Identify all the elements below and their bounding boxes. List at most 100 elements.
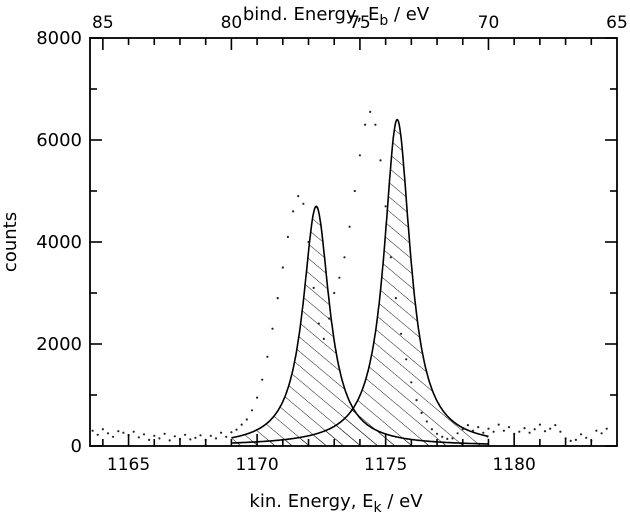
peak-curves bbox=[231, 118, 489, 445]
data-point bbox=[333, 291, 336, 295]
plot-frame bbox=[89, 37, 618, 447]
data-point bbox=[297, 195, 300, 198]
data-point bbox=[261, 378, 264, 381]
data-point bbox=[374, 123, 377, 126]
data-point bbox=[400, 332, 403, 335]
peak-2-curve bbox=[231, 118, 489, 444]
data-point bbox=[605, 427, 608, 430]
data-point bbox=[543, 430, 547, 433]
data-point bbox=[574, 438, 578, 441]
data-point bbox=[317, 322, 320, 325]
x-tick-label: 1180 bbox=[493, 455, 536, 475]
data-point bbox=[497, 423, 500, 426]
data-point bbox=[564, 437, 567, 440]
data-point bbox=[322, 337, 325, 340]
data-point bbox=[122, 431, 125, 434]
data-point bbox=[502, 429, 505, 432]
data-point bbox=[101, 428, 104, 431]
data-point bbox=[307, 240, 310, 244]
data-point bbox=[163, 432, 166, 435]
data-point bbox=[199, 434, 202, 437]
data-point bbox=[466, 424, 469, 427]
data-point bbox=[184, 433, 187, 436]
data-point bbox=[106, 432, 110, 435]
data-point bbox=[420, 411, 423, 414]
data-point bbox=[554, 424, 557, 427]
data-point bbox=[214, 437, 218, 440]
data-point bbox=[492, 430, 495, 433]
x-tick-label: 1170 bbox=[235, 455, 278, 475]
data-point bbox=[148, 438, 151, 441]
x2-tick-label: 75 bbox=[349, 13, 371, 33]
data-point bbox=[410, 381, 413, 384]
data-point bbox=[240, 423, 243, 426]
data-point bbox=[549, 427, 552, 430]
y-tick-label: 2000 bbox=[36, 334, 82, 355]
data-point bbox=[471, 429, 475, 432]
data-point bbox=[538, 423, 542, 426]
peak-1-curve bbox=[231, 205, 489, 445]
data-point bbox=[482, 431, 485, 434]
data-point bbox=[353, 189, 356, 193]
data-point bbox=[518, 430, 521, 433]
data-point bbox=[142, 433, 146, 436]
data-point bbox=[435, 432, 439, 435]
data-point bbox=[394, 297, 397, 300]
data-point bbox=[477, 426, 480, 429]
peak-1-hatched-area bbox=[231, 206, 489, 446]
data-point bbox=[132, 430, 135, 433]
data-point bbox=[338, 276, 341, 279]
data-point bbox=[384, 205, 387, 208]
x2-tick-label: 85 bbox=[92, 13, 114, 33]
data-point bbox=[266, 355, 269, 358]
data-point bbox=[507, 426, 511, 429]
data-point bbox=[245, 418, 248, 421]
data-point bbox=[343, 256, 346, 259]
data-point bbox=[369, 110, 372, 113]
data-point bbox=[446, 437, 449, 440]
data-point bbox=[153, 434, 156, 437]
data-points bbox=[91, 110, 608, 442]
data-point bbox=[112, 435, 115, 438]
data-point bbox=[292, 210, 295, 213]
data-point bbox=[441, 435, 444, 438]
top-axis-title: bind. Energy, Eb / eV bbox=[243, 4, 430, 29]
data-point bbox=[91, 429, 94, 432]
data-point bbox=[405, 358, 408, 361]
data-point bbox=[461, 428, 464, 431]
x2-tick-label: 65 bbox=[606, 13, 628, 33]
data-point bbox=[168, 439, 171, 442]
data-point bbox=[569, 439, 572, 442]
data-point bbox=[256, 396, 259, 399]
data-point bbox=[312, 286, 315, 289]
data-point bbox=[528, 431, 531, 434]
data-point bbox=[600, 432, 603, 435]
data-point bbox=[271, 327, 274, 330]
data-point bbox=[209, 434, 212, 437]
data-point bbox=[194, 436, 197, 439]
data-point bbox=[281, 266, 284, 269]
x-tick-label: 1165 bbox=[107, 455, 150, 475]
data-point bbox=[173, 435, 176, 438]
y-tick-label: 8000 bbox=[36, 28, 82, 49]
data-point bbox=[328, 317, 331, 320]
data-point bbox=[533, 428, 536, 431]
data-point bbox=[158, 437, 161, 440]
x2-tick-label: 80 bbox=[221, 13, 243, 33]
data-point bbox=[348, 225, 351, 228]
data-point bbox=[523, 427, 526, 430]
data-point bbox=[415, 399, 418, 402]
data-point bbox=[286, 235, 289, 238]
data-point bbox=[96, 433, 99, 436]
data-point bbox=[189, 438, 192, 441]
data-point bbox=[235, 428, 238, 431]
data-point bbox=[425, 420, 428, 423]
data-point bbox=[137, 436, 140, 439]
data-point bbox=[364, 123, 367, 126]
data-point bbox=[451, 437, 454, 440]
x-tick-label: 1175 bbox=[364, 455, 407, 475]
data-point bbox=[430, 428, 433, 431]
data-point bbox=[379, 159, 382, 162]
data-point bbox=[389, 256, 392, 259]
